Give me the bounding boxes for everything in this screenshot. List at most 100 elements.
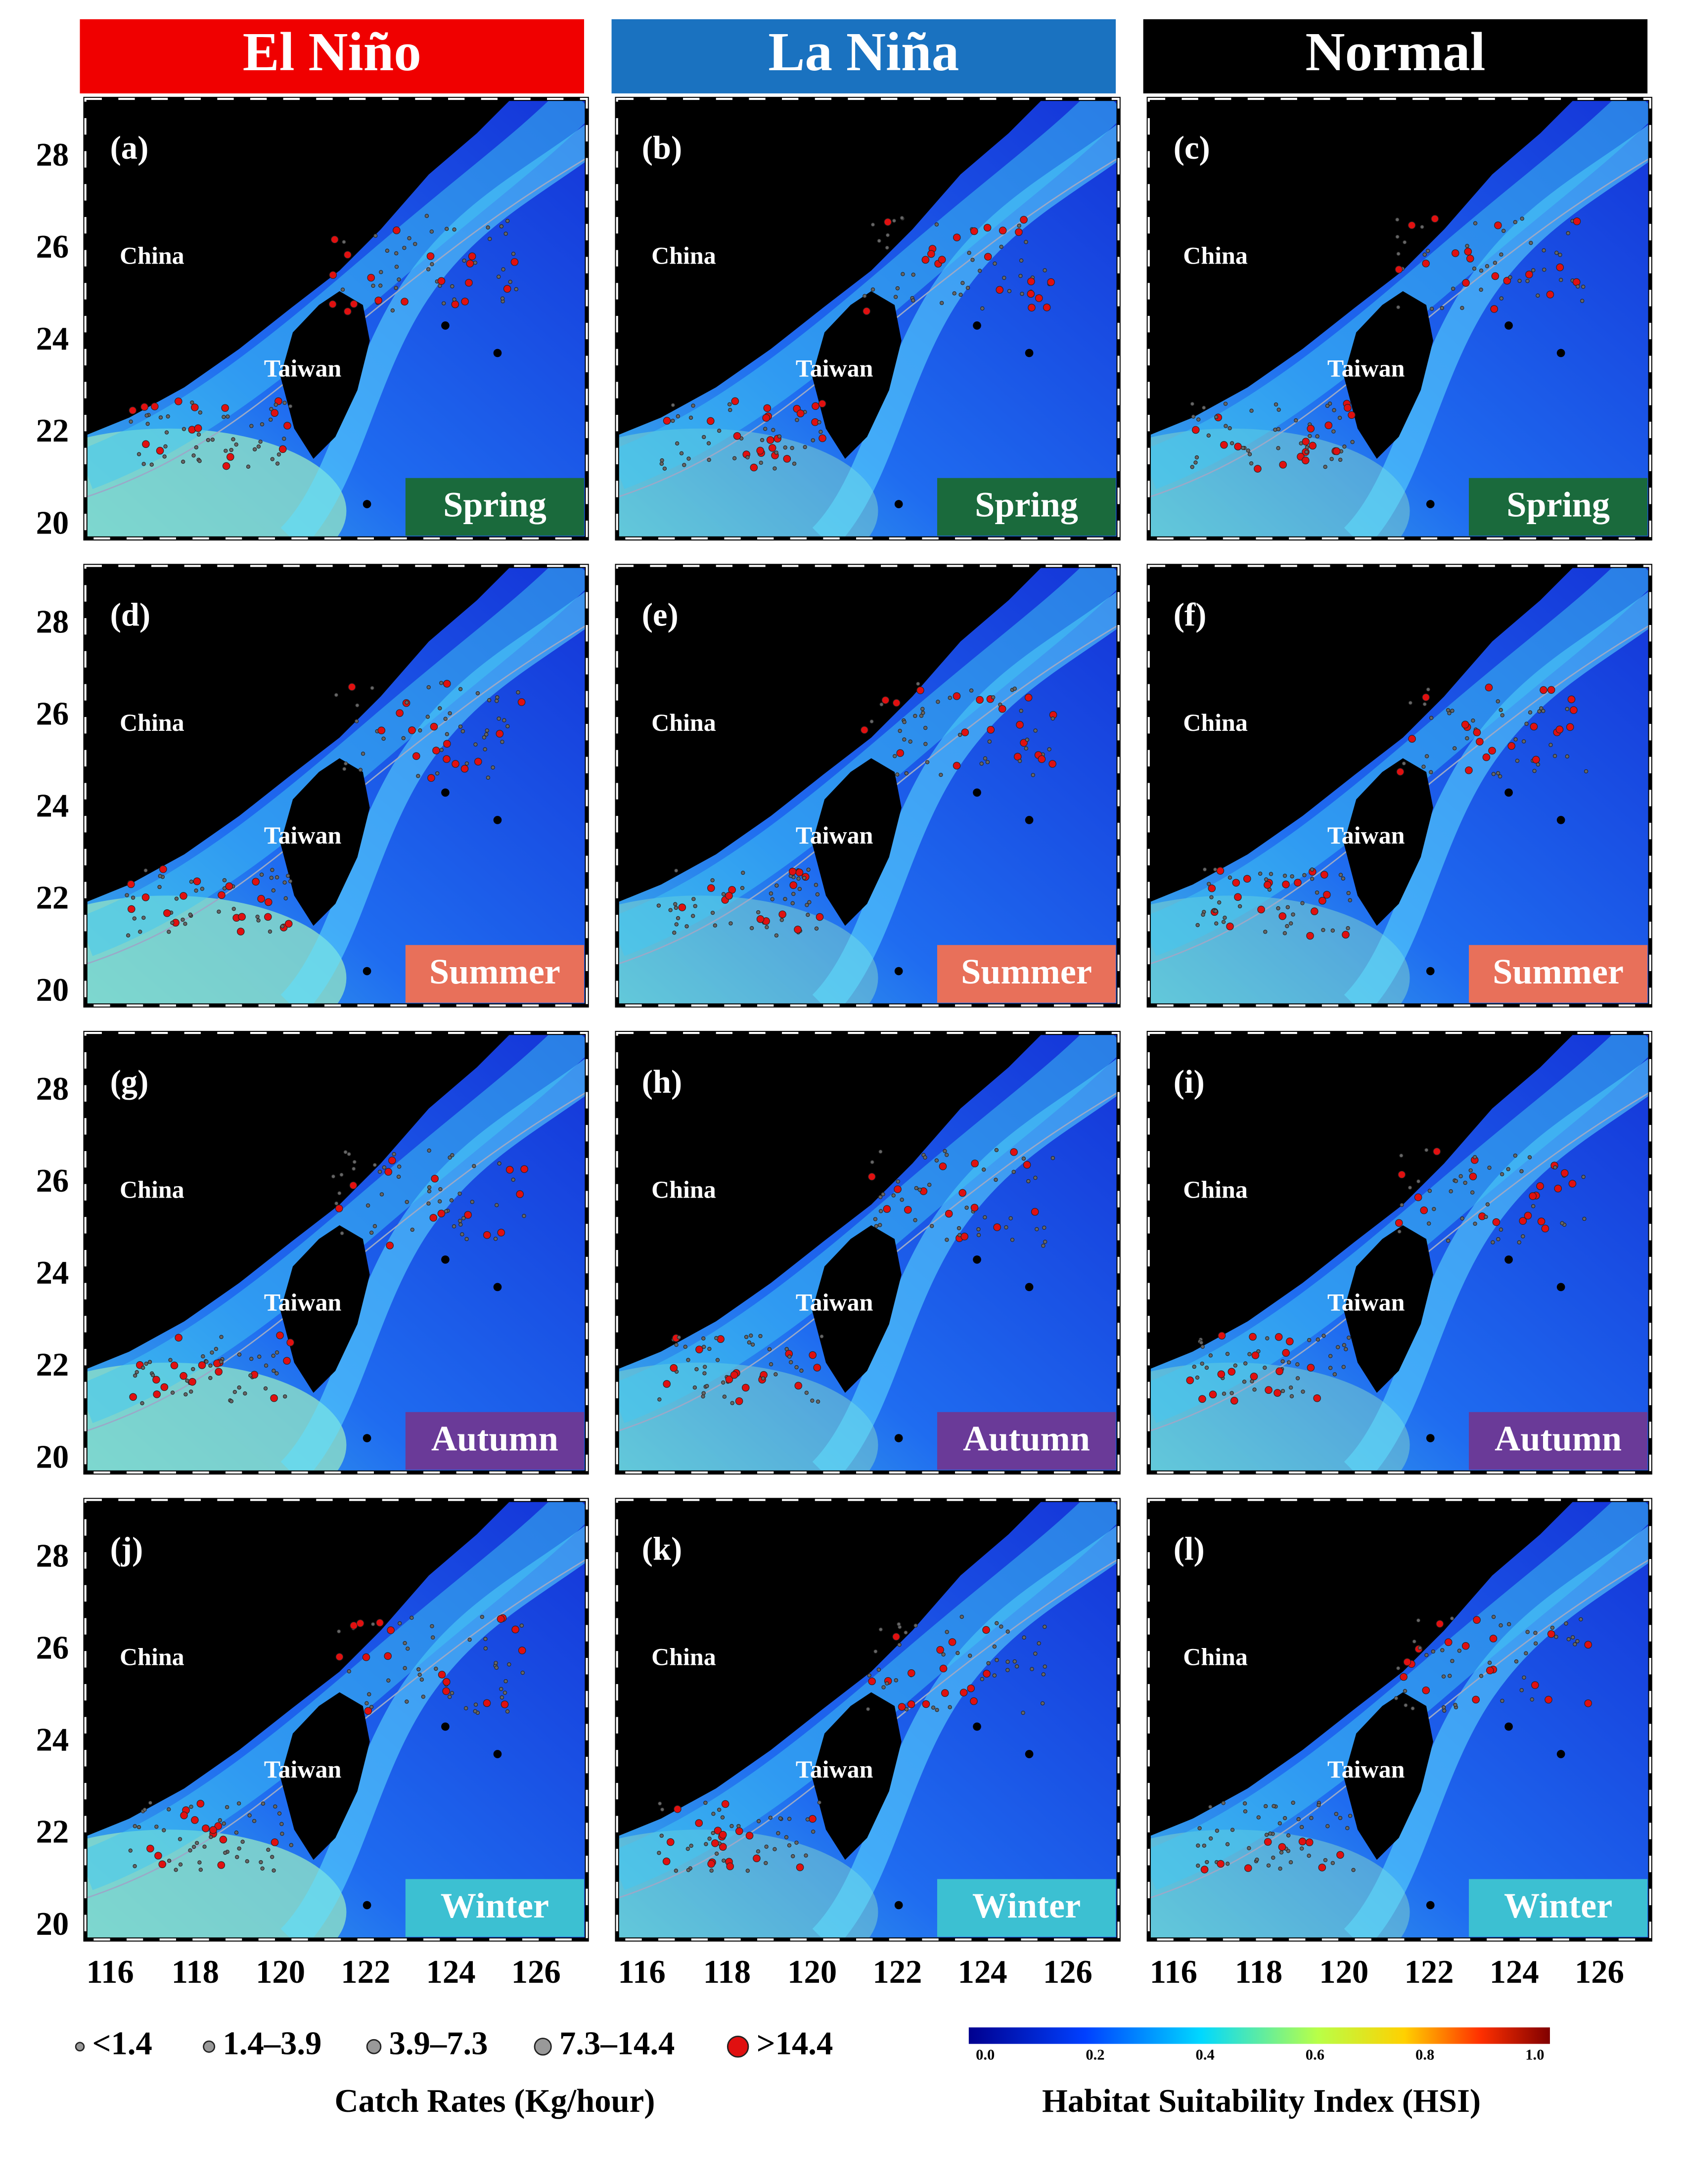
catch-dot: [1517, 278, 1522, 283]
catch-dot: [799, 1368, 804, 1373]
catch-dot: [774, 450, 778, 455]
catch-dot: [1345, 1826, 1350, 1830]
catch-dot: [342, 767, 347, 771]
catch-dot-high: [1305, 1838, 1314, 1846]
panel-label: (e): [642, 597, 679, 633]
catch-dot: [659, 1833, 664, 1838]
catch-dot: [1420, 224, 1424, 229]
catch-dot-high: [1234, 893, 1242, 901]
catch-dot: [1403, 240, 1407, 245]
catch-dot-high: [278, 445, 287, 453]
catch-dot: [464, 1237, 469, 1242]
catch-dot-high: [442, 1687, 450, 1695]
catch-dot: [1022, 1635, 1026, 1640]
catch-dot: [1280, 1359, 1285, 1364]
catch-dot: [773, 1847, 777, 1852]
catch-dot: [923, 742, 928, 746]
catch-dot-high: [443, 755, 451, 763]
catch-dot-high: [377, 726, 386, 735]
lat-tick-label: 24: [36, 788, 69, 824]
catch-dot-high: [1584, 1699, 1592, 1707]
catch-dot: [777, 434, 782, 439]
islet: [973, 1722, 981, 1731]
catch-dot: [1276, 446, 1280, 450]
catch-dot: [913, 713, 917, 718]
legend-dot: [203, 2040, 216, 2053]
catch-dot: [722, 1858, 726, 1863]
catch-dot: [791, 1854, 795, 1859]
catch-dot: [674, 1869, 679, 1873]
catch-dot: [416, 1667, 421, 1672]
catch-dot-high: [1462, 279, 1470, 287]
catch-dot: [354, 719, 359, 723]
season-label: Summer: [429, 952, 560, 991]
catch-dot-high: [936, 1646, 944, 1654]
frame-ticks: [1147, 1499, 1651, 1941]
china-land: [85, 99, 511, 436]
catch-dot: [925, 760, 930, 764]
catch-dot: [1450, 709, 1455, 713]
lon-tick-label: 118: [172, 1954, 219, 1990]
catch-dot: [1217, 900, 1222, 905]
catch-dot-high: [190, 403, 199, 411]
catch-dot: [1463, 1180, 1467, 1185]
catch-dot: [1579, 1617, 1583, 1622]
catch-dot: [381, 736, 386, 741]
catch-dot: [1541, 709, 1546, 713]
china-land: [1148, 99, 1575, 436]
catch-dot-high: [1010, 1148, 1018, 1156]
catch-dot: [959, 1614, 964, 1619]
catch-dot-high: [1307, 1364, 1315, 1372]
catch-dot-high: [156, 446, 164, 455]
catch-dot: [908, 739, 912, 744]
catch-dot-high: [892, 1633, 900, 1641]
catch-dot: [475, 691, 480, 696]
catch-dot: [1332, 408, 1336, 412]
catch-dot: [480, 1614, 485, 1619]
catch-dot: [877, 238, 881, 243]
catch-dot: [1328, 1354, 1333, 1358]
catch-dot-high: [1436, 1620, 1444, 1628]
catch-dot: [450, 284, 455, 289]
catch-dot: [710, 878, 715, 883]
catch-dot: [978, 268, 982, 273]
lat-tick-label: 28: [36, 1538, 69, 1574]
catch-dot-high: [142, 440, 150, 448]
place-china: China: [1183, 709, 1248, 736]
catch-dot: [1499, 1623, 1503, 1628]
season-label: Winter: [972, 1886, 1081, 1925]
catch-dot: [1202, 867, 1207, 872]
place-china: China: [1183, 242, 1248, 269]
catch-dot: [174, 1868, 178, 1872]
catch-dot: [1408, 701, 1413, 705]
catch-dot: [148, 1800, 153, 1805]
catch-dot: [1024, 746, 1029, 751]
catch-dot: [1201, 912, 1205, 917]
catch-dot: [769, 1362, 773, 1367]
catch-dot-high: [328, 300, 337, 308]
catch-dot: [144, 413, 149, 418]
catch-dot: [817, 1800, 822, 1805]
catch-dot: [149, 462, 154, 467]
catch-dot-high: [1491, 272, 1500, 280]
catch-dot-high: [1220, 441, 1228, 449]
catch-dot: [1277, 1821, 1282, 1826]
catch-dot-high: [1461, 720, 1469, 729]
catch-dot-high: [349, 1181, 358, 1190]
catch-dot: [143, 868, 148, 873]
catch-dot-high: [1545, 1695, 1552, 1704]
map-body: [85, 566, 587, 1006]
place-taiwan: Taiwan: [796, 1289, 873, 1316]
catch-dot-high: [465, 279, 473, 287]
catch-dot: [276, 452, 281, 457]
season-box: [1469, 945, 1648, 1003]
catch-dot: [764, 1861, 768, 1866]
catch-dot: [993, 261, 997, 266]
catch-dot-high: [1573, 217, 1581, 225]
catch-dot: [136, 1825, 141, 1829]
catch-dot: [371, 283, 375, 288]
catch-dot-high: [881, 696, 890, 704]
catch-dot: [279, 1822, 284, 1827]
catch-dot: [275, 461, 280, 466]
catch-dot: [1534, 1641, 1538, 1646]
